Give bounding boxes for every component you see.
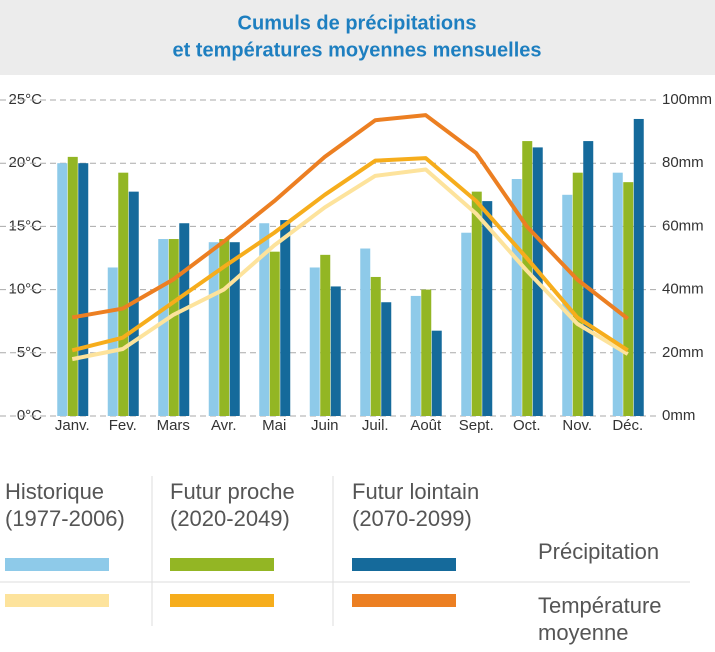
bar — [309, 267, 320, 416]
bar — [229, 242, 240, 416]
x-tick-label: Sept. — [459, 417, 494, 434]
bar — [330, 286, 341, 416]
y-tick-label: 10°C — [8, 281, 42, 298]
x-tick-label: Avr. — [211, 417, 237, 434]
x-tick-label: Déc. — [612, 417, 643, 434]
bar — [219, 239, 230, 416]
y2-tick-label: 40mm — [662, 281, 704, 298]
legend-swatch — [170, 594, 274, 607]
bar — [208, 242, 219, 416]
legend-column-label: Historique (1977-2006) — [5, 479, 125, 531]
bar — [633, 118, 644, 417]
bar — [370, 276, 381, 416]
chart-title: Cumuls de précipitations — [238, 12, 477, 34]
temperature-line — [71, 167, 629, 362]
y2-tick-label: 60mm — [662, 217, 704, 234]
bar — [168, 239, 179, 416]
y-tick-label: 25°C — [8, 91, 42, 108]
x-tick-label: Juil. — [362, 417, 389, 434]
y-tick-label: 0°C — [17, 407, 42, 424]
legend-swatch — [352, 558, 456, 571]
bar — [471, 191, 482, 416]
legend-column-label: Futur proche (2020-2049) — [170, 479, 295, 531]
legend-swatch — [5, 558, 109, 571]
bar — [511, 179, 522, 416]
bar — [623, 182, 634, 416]
legend-swatch — [352, 594, 456, 607]
y-tick-label: 20°C — [8, 154, 42, 171]
bar — [280, 220, 291, 416]
x-tick-label: Oct. — [513, 417, 541, 434]
temperature-line — [71, 156, 629, 353]
bar — [269, 251, 280, 416]
bar — [57, 163, 68, 416]
bar — [461, 232, 472, 416]
bar — [421, 289, 432, 416]
bar — [410, 295, 421, 416]
y2-tick-label: 0mm — [662, 407, 695, 424]
bar — [118, 172, 129, 416]
x-tick-label: Juin — [311, 417, 339, 434]
legend-swatch — [5, 594, 109, 607]
bar — [360, 248, 371, 416]
bar — [67, 156, 78, 416]
y-tick-label: 5°C — [17, 344, 42, 361]
bar — [179, 223, 190, 416]
x-tick-label: Mars — [157, 417, 190, 434]
bar — [583, 141, 594, 416]
title-band — [0, 0, 715, 75]
bar — [381, 302, 392, 416]
bar — [320, 254, 331, 416]
x-tick-label: Janv. — [55, 417, 90, 434]
y-tick-label: 15°C — [8, 217, 42, 234]
legend-row-label: Précipitation — [538, 539, 660, 564]
legend-column-label: Futur lointain (2070-2099) — [352, 479, 480, 531]
bar — [158, 239, 169, 416]
temperature-line — [71, 113, 629, 321]
bar — [259, 223, 270, 416]
bar — [78, 163, 89, 416]
bar — [572, 172, 583, 416]
y2-tick-label: 100mm — [662, 91, 712, 108]
bar — [431, 330, 442, 416]
bar — [522, 141, 533, 416]
x-tick-label: Mai — [262, 417, 286, 434]
y2-tick-label: 80mm — [662, 154, 704, 171]
bar — [612, 172, 623, 416]
x-tick-label: Fev. — [109, 417, 137, 434]
y2-tick-label: 20mm — [662, 344, 704, 361]
x-tick-label: Nov. — [562, 417, 592, 434]
chart-title: et températures moyennes mensuelles — [172, 39, 541, 61]
bar — [482, 201, 493, 416]
x-tick-label: Août — [410, 417, 442, 434]
legend-row-label: Température moyenne — [538, 593, 662, 645]
legend-swatch — [170, 558, 274, 571]
